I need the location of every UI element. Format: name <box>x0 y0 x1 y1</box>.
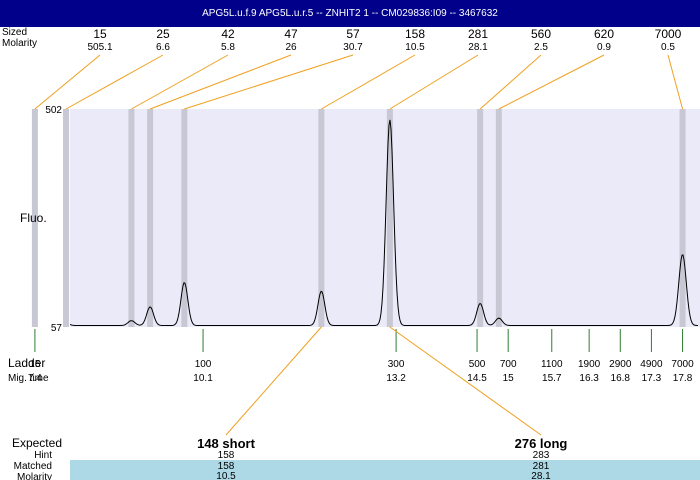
peak-molarity-label-9: 0.5 <box>661 42 675 53</box>
peak-band-5 <box>318 109 325 327</box>
peak-link-3 <box>149 54 292 110</box>
peak-link-7 <box>479 54 542 110</box>
peak-size-label-9: 7000 <box>655 27 682 41</box>
hint-value-1: 283 <box>533 450 550 461</box>
peak-link-1 <box>65 54 164 110</box>
ladder-size-label-4: 700 <box>500 359 517 370</box>
y-axis-label: Fluo. <box>20 211 47 225</box>
peak-molarity-label-3: 26 <box>285 42 297 53</box>
peak-molarity-label-4: 30.7 <box>343 42 363 53</box>
peak-size-label-2: 42 <box>221 27 235 41</box>
peak-molarity-label-7: 2.5 <box>534 42 548 53</box>
fluorescence-trace <box>69 119 698 326</box>
ladder-size-label-3: 500 <box>469 359 486 370</box>
peak-molarity-label-5: 10.5 <box>405 42 425 53</box>
peak-molarity-label-0: 505.1 <box>87 42 112 53</box>
ladder-size-label-2: 300 <box>388 359 405 370</box>
peak-size-label-3: 47 <box>284 27 298 41</box>
expected-label-0: 148 short <box>197 436 255 451</box>
sized-row-label: Sized <box>2 27 27 38</box>
ladder-time-label-3: 14.5 <box>467 373 487 384</box>
ladder-row-label: Ladder <box>8 356 45 370</box>
matched-value-0: 158 <box>218 461 235 472</box>
ladder-size-label-5: 1100 <box>541 359 563 370</box>
peak-size-label-7: 560 <box>531 27 551 41</box>
peak-link-9 <box>667 54 684 110</box>
molarity-value-1: 28.1 <box>531 471 551 480</box>
peak-link-6 <box>389 54 479 110</box>
peak-molarity-label-1: 6.6 <box>156 42 170 53</box>
expected-label-1: 276 long <box>515 436 568 451</box>
peak-size-label-0: 15 <box>93 27 107 41</box>
expected-link-0 <box>225 326 322 436</box>
ladder-size-label-8: 4900 <box>640 359 663 370</box>
ladder-time-label-6: 16.3 <box>579 373 599 384</box>
peak-link-5 <box>321 54 416 110</box>
mig-time-row-label: Mig. time <box>8 373 49 384</box>
peak-band-0 <box>31 109 38 327</box>
molarity-bottom-row-label: Molarity <box>17 472 52 480</box>
ladder-time-label-8: 17.3 <box>642 373 662 384</box>
ladder-size-label-1: 100 <box>195 359 212 370</box>
peak-band-9 <box>679 109 686 327</box>
hint-value-0: 158 <box>218 450 235 461</box>
peak-size-label-8: 620 <box>594 27 614 41</box>
ladder-time-label-0: 7.4 <box>28 373 42 384</box>
chart-title: APG5L.u.f.9 APG5L.u.r.5 -- ZNHIT2 1 -- C… <box>0 0 700 27</box>
peak-link-8 <box>498 54 605 110</box>
peak-band-2 <box>128 109 135 327</box>
peak-link-2 <box>131 54 229 110</box>
peak-molarity-label-8: 0.9 <box>597 42 611 53</box>
peak-size-label-4: 57 <box>346 27 360 41</box>
ladder-time-label-1: 10.1 <box>193 373 213 384</box>
molarity-row-label: Molarity <box>2 38 37 49</box>
hint-row-label: Hint <box>34 450 52 461</box>
y-tick-max: 502 <box>45 105 62 116</box>
ladder-size-label-6: 1900 <box>578 359 601 370</box>
molarity-value-0: 10.5 <box>216 471 236 480</box>
peak-molarity-label-2: 5.8 <box>221 42 235 53</box>
matched-molarity-row-bg <box>70 460 700 480</box>
matched-value-1: 281 <box>533 461 550 472</box>
peak-size-label-5: 158 <box>405 27 425 41</box>
peak-link-4 <box>184 54 354 110</box>
ladder-size-label-7: 2900 <box>609 359 632 370</box>
peak-molarity-label-6: 28.1 <box>468 42 488 53</box>
matched-row-label: Matched <box>14 461 52 472</box>
ladder-time-label-7: 16.8 <box>611 373 631 384</box>
plot-area <box>70 109 700 327</box>
peak-band-3 <box>147 109 154 327</box>
peak-band-6 <box>386 109 393 327</box>
peak-size-label-1: 25 <box>156 27 170 41</box>
peak-band-4 <box>181 109 188 327</box>
peak-band-1 <box>63 109 70 327</box>
peak-band-8 <box>495 109 502 327</box>
peak-size-label-6: 281 <box>468 27 488 41</box>
ladder-size-label-0: 15 <box>29 359 41 370</box>
peak-band-7 <box>477 109 484 327</box>
expected-row-label: Expected <box>12 436 62 450</box>
ladder-size-label-9: 7000 <box>671 359 694 370</box>
y-tick-min: 57 <box>51 323 63 334</box>
ladder-time-label-9: 17.8 <box>673 373 693 384</box>
ladder-time-label-4: 15 <box>503 373 515 384</box>
ladder-time-label-5: 15.7 <box>542 373 562 384</box>
peak-link-0 <box>34 54 101 110</box>
expected-link-1 <box>389 326 542 436</box>
ladder-time-label-2: 13.2 <box>386 373 406 384</box>
